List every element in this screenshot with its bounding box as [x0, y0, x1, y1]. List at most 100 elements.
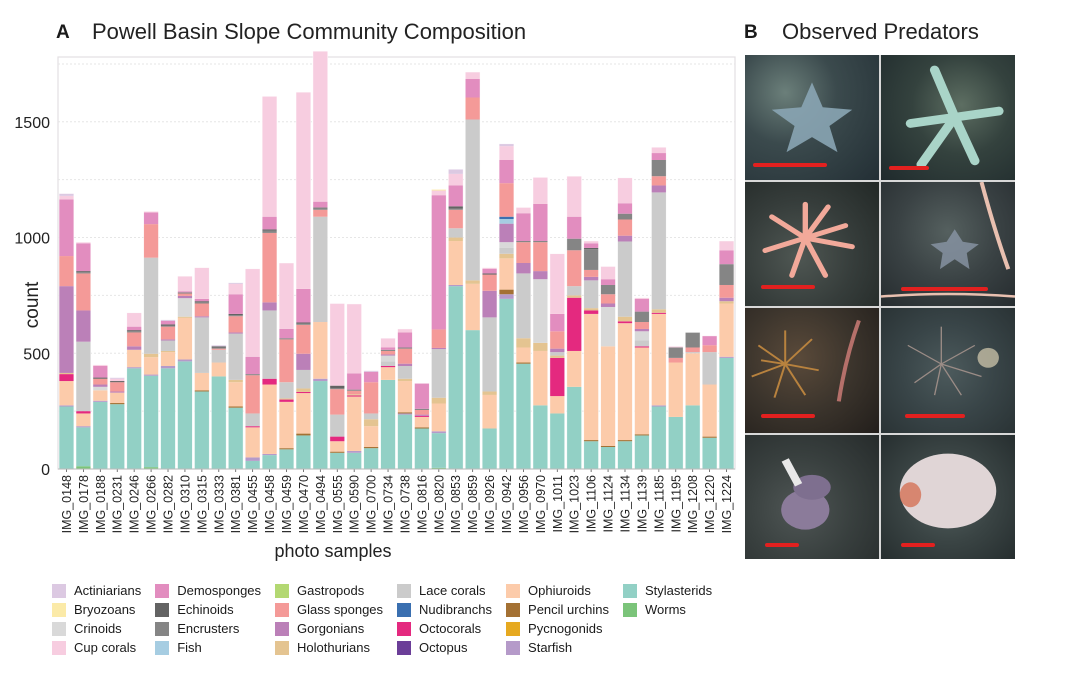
bar-segment-lace-corals — [566, 286, 582, 296]
x-tick-label: IMG_0315 — [195, 475, 209, 533]
bar-segment-stylasterids — [549, 413, 565, 469]
bar-segment-encrusters — [346, 389, 362, 391]
bar-segment-holothurians — [160, 350, 176, 353]
bar-stack — [532, 177, 549, 470]
legend-label: Nudibranchs — [419, 602, 493, 617]
bar-stack — [278, 262, 295, 470]
bar-segment-demosponges — [431, 195, 447, 330]
legend-item: Fish — [155, 638, 261, 657]
x-tick-label: IMG_0816 — [415, 475, 429, 533]
bar-segment-glass-sponges — [414, 409, 430, 415]
legend-label: Bryozoans — [74, 602, 136, 617]
predator-photo — [745, 55, 879, 180]
bar-stack — [448, 168, 464, 470]
bar-segment-demosponges — [566, 216, 582, 239]
bar-stack — [600, 266, 616, 470]
bar-segment-gorgonians — [516, 263, 531, 274]
bar-segment-demosponges — [482, 268, 497, 274]
bar-stack — [244, 268, 261, 470]
bar-segment-starfish — [143, 374, 159, 376]
bar-segment-lace-corals — [617, 241, 633, 317]
legend-label: Holothurians — [297, 640, 371, 655]
bar-segment-octocorals — [380, 366, 396, 368]
x-tick-label: IMG_1224 — [720, 475, 734, 533]
bar-segment-demosponges — [346, 373, 362, 390]
bar-segment-actiniarians — [363, 370, 379, 372]
legend-label: Gorgonians — [297, 621, 365, 636]
legend-item: Starfish — [506, 638, 609, 657]
bar-segment-encrusters — [380, 349, 396, 351]
bar-segment-cup-corals — [109, 378, 125, 382]
bar-segment-cup-corals — [482, 267, 497, 269]
legend-swatch — [275, 640, 290, 655]
bar-segment-glass-sponges — [160, 326, 176, 340]
bar-segment-echinoids — [160, 324, 176, 326]
bar-segment-stylasterids — [109, 404, 125, 469]
bar-segment-glass-sponges — [499, 183, 514, 217]
bar-segment-lace-corals — [76, 341, 91, 412]
legend-item: Encrusters — [155, 619, 261, 638]
bar-segment-cup-corals — [380, 338, 396, 348]
bar-stack — [346, 303, 362, 470]
bar-segment-encrusters — [668, 347, 684, 358]
legend-swatch — [52, 583, 66, 598]
bar-segment-ophiuroids — [228, 382, 244, 407]
bar-stack — [312, 50, 329, 470]
bar-segment-encrusters — [566, 238, 582, 251]
bar-segment-cup-corals — [448, 173, 464, 186]
legend-label: Starfish — [528, 640, 573, 655]
bar-segment-glass-sponges — [126, 332, 142, 347]
x-tick-label: IMG_0282 — [162, 475, 176, 533]
bar-segment-actiniarians — [59, 193, 74, 196]
bar-segment-glass-sponges — [465, 97, 481, 120]
bar-segment-glass-sponges — [482, 274, 497, 291]
x-tick-label: IMG_1195 — [669, 475, 683, 532]
bar-segment-lace-corals — [397, 366, 413, 379]
bar-segment-cup-corals — [516, 207, 531, 214]
bar-segment-holothurians — [516, 338, 531, 348]
bar-segment-glass-sponges — [397, 348, 413, 364]
bar-segment-encrusters — [312, 207, 328, 210]
bar-segment-crinoids — [634, 331, 650, 341]
bar-segment-glass-sponges — [59, 256, 74, 287]
bar-segment-pencil-urchins — [617, 440, 633, 442]
bar-segment-demosponges — [92, 366, 108, 378]
bar-segment-crinoids — [600, 306, 616, 347]
bar-segment-glass-sponges — [262, 232, 277, 303]
x-tick-label: IMG_1185 — [652, 475, 666, 532]
bar-segment-starfish — [92, 400, 108, 402]
x-tick-label: IMG_1106 — [585, 475, 599, 532]
legend-label: Actiniarians — [74, 583, 142, 598]
bar-segment-holothurians — [346, 394, 362, 396]
bar-segment-stylasterids — [516, 363, 531, 469]
bar-segment-gorgonians — [380, 354, 396, 356]
bar-segment-cup-corals — [228, 283, 244, 295]
bar-segment-ophiuroids — [634, 347, 650, 435]
bar-segment-demosponges — [126, 326, 142, 331]
bar-segment-demosponges — [279, 328, 294, 339]
panel-a-letter: A — [56, 22, 70, 43]
bar-stack — [363, 370, 379, 470]
bar-segment-ophiuroids — [245, 427, 260, 458]
bar-segment-octocorals — [245, 426, 260, 428]
bar-segment-ophiuroids — [177, 317, 193, 360]
legend-swatch — [52, 621, 66, 636]
bar-segment-lace-corals — [431, 349, 447, 398]
bar-segment-glass-sponges — [312, 209, 328, 217]
bar-segment-cup-corals — [329, 303, 345, 386]
bar-segment-ophiuroids — [126, 349, 142, 368]
bar-segment-gorgonians — [92, 384, 108, 387]
bar-segment-actiniarians — [228, 282, 244, 284]
bar-segment-ophiuroids — [211, 362, 227, 377]
bar-segment-stylasterids — [685, 405, 701, 469]
bar-segment-starfish — [499, 294, 514, 299]
bar-stack — [92, 364, 108, 470]
legend-item: Octocorals — [397, 619, 492, 638]
bar-segment-pencil-urchins — [414, 427, 430, 429]
x-tick-label: IMG_0820 — [432, 475, 446, 533]
bar-segment-ophiuroids — [566, 350, 582, 387]
bar-segment-ophiuroids — [617, 323, 633, 441]
bar-segment-encrusters — [533, 241, 548, 243]
bar-stack — [58, 193, 75, 470]
specimen-illustration — [771, 82, 853, 153]
